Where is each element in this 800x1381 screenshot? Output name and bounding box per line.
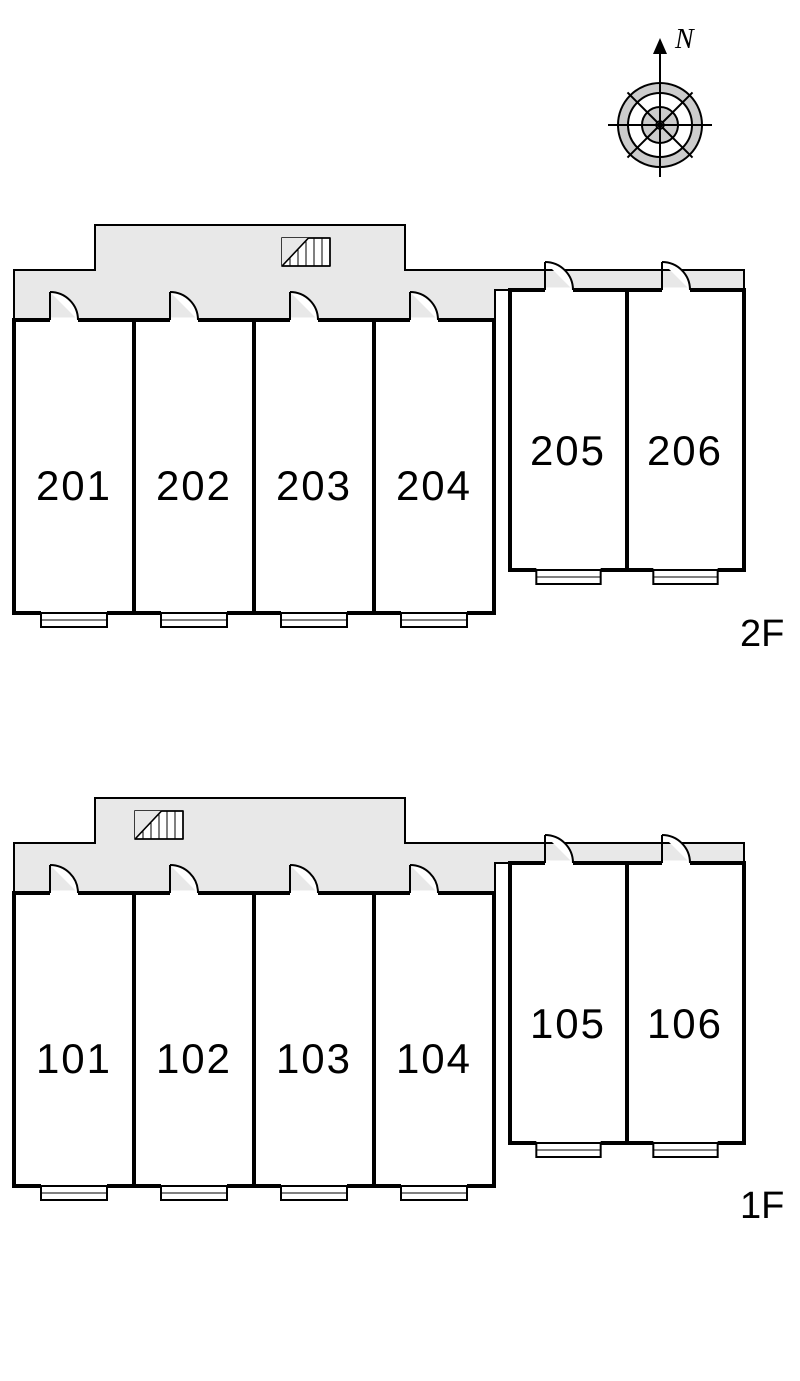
unit-label: 103 [276,1035,352,1082]
floor-label: 1F [740,1185,784,1227]
unit-205: 205 [510,262,627,584]
unit-label: 101 [36,1035,112,1082]
unit-label: 202 [156,462,232,509]
unit-101: 101 [14,865,134,1200]
unit-label: 106 [647,1000,723,1047]
unit-label: 105 [530,1000,606,1047]
unit-201: 201 [14,292,134,627]
floor-1F: 101 102 103 104 105 106 1F [14,798,784,1227]
floorplan-svg: N2012022032042052062F1011021031041051061… [0,0,800,1381]
unit-label: 104 [396,1035,472,1082]
unit-label: 203 [276,462,352,509]
unit-label: 206 [647,427,723,474]
unit-105: 105 [510,835,627,1157]
unit-104: 104 [374,865,494,1200]
stair-icon [282,238,330,266]
unit-202: 202 [134,292,254,627]
unit-102: 102 [134,865,254,1200]
unit-203: 203 [254,292,374,627]
unit-label: 102 [156,1035,232,1082]
floorplan-page: N2012022032042052062F1011021031041051061… [0,0,800,1381]
compass-icon: N [608,24,712,177]
compass-north-label: N [674,24,695,55]
unit-label: 201 [36,462,112,509]
stair-icon [135,811,183,839]
unit-label: 205 [530,427,606,474]
unit-204: 204 [374,292,494,627]
unit-206: 206 [627,262,744,584]
floor-2F: 201 202 203 204 205 206 2F [14,225,784,655]
unit-label: 204 [396,462,472,509]
unit-103: 103 [254,865,374,1200]
floor-label: 2F [740,613,784,655]
unit-106: 106 [627,835,744,1157]
